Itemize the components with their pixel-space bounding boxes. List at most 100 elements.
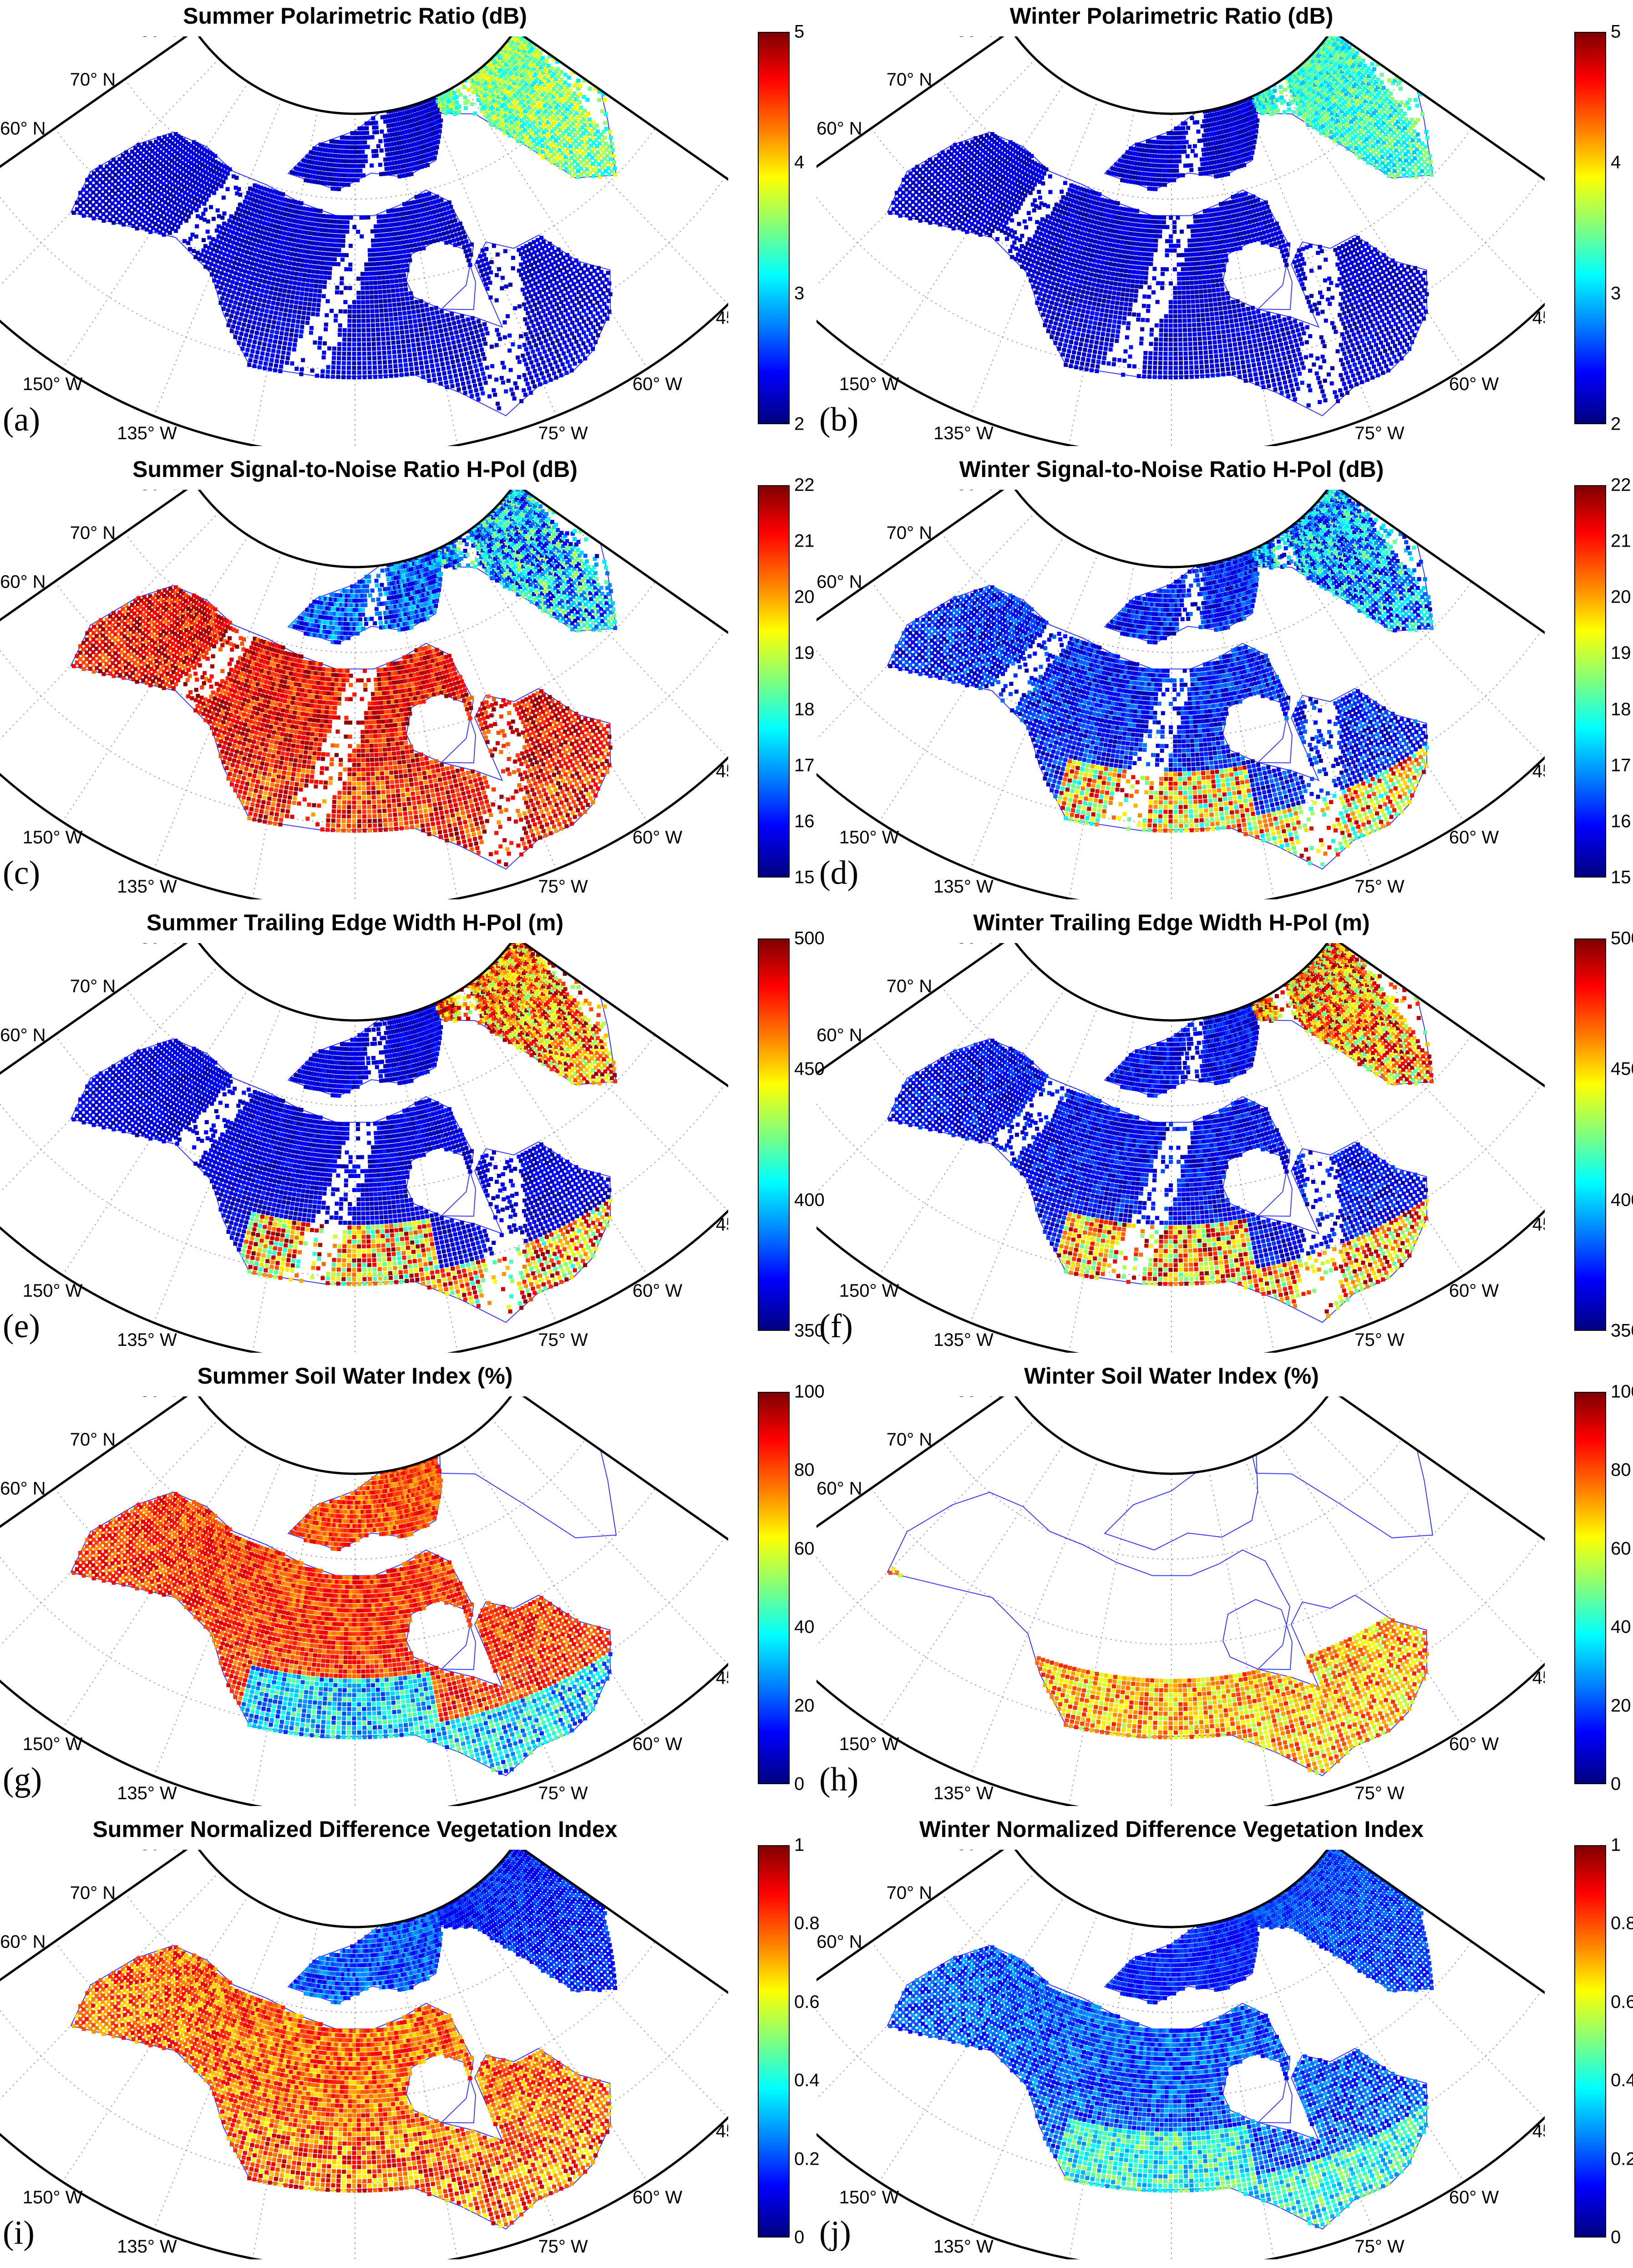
data-cell — [548, 362, 553, 367]
data-cell — [164, 178, 169, 183]
data-cell — [406, 306, 411, 310]
data-cell — [385, 237, 390, 242]
data-cell — [124, 212, 128, 217]
data-cell — [521, 277, 525, 281]
data-cell — [495, 252, 500, 257]
data-cell — [124, 150, 128, 155]
data-cell — [435, 363, 440, 367]
data-cell — [252, 301, 257, 305]
data-cell — [384, 374, 388, 379]
data-cell — [151, 197, 155, 202]
data-cell — [231, 240, 236, 245]
data-cell — [452, 228, 457, 233]
data-cell — [178, 142, 183, 146]
data-cell — [361, 159, 365, 163]
data-cell — [314, 241, 319, 246]
data-cell — [540, 138, 544, 142]
data-cell — [341, 234, 346, 238]
data-cell — [149, 173, 154, 177]
data-cell — [556, 103, 561, 107]
data-cell — [430, 364, 435, 368]
data-cell — [406, 124, 411, 129]
data-cell — [407, 162, 411, 167]
data-cell — [304, 212, 309, 216]
data-cell — [347, 361, 351, 365]
data-cell — [398, 359, 402, 363]
data-cell — [277, 206, 282, 210]
data-cell — [325, 214, 329, 218]
data-cell — [136, 210, 141, 214]
data-cell — [418, 247, 422, 251]
data-cell — [233, 185, 238, 190]
data-cell — [388, 303, 392, 308]
data-cell — [483, 341, 487, 346]
data-cell — [283, 227, 288, 231]
data-cell — [240, 327, 245, 331]
data-cell — [264, 361, 268, 366]
data-cell — [444, 356, 449, 361]
data-cell — [584, 313, 588, 317]
data-cell — [337, 140, 341, 144]
data-cell — [154, 205, 159, 210]
data-cell — [441, 86, 446, 90]
data-cell — [484, 49, 489, 53]
data-cell — [114, 160, 119, 165]
data-cell — [1369, 371, 1373, 375]
data-cell — [590, 293, 594, 297]
data-cell — [568, 316, 573, 321]
data-cell — [429, 102, 434, 107]
data-cell — [563, 143, 567, 147]
data-cell — [263, 206, 267, 211]
data-cell — [439, 310, 444, 314]
data-cell — [451, 340, 456, 345]
data-cell — [1278, 386, 1283, 391]
data-cell — [430, 230, 434, 234]
data-cell — [175, 203, 180, 207]
data-cell — [579, 172, 583, 177]
data-cell — [325, 374, 330, 379]
data-cell — [352, 375, 356, 380]
data-cell — [245, 309, 250, 314]
data-cell — [599, 159, 604, 164]
data-cell — [396, 345, 401, 349]
data-cell — [427, 132, 432, 137]
data-cell — [439, 76, 444, 81]
data-cell — [449, 205, 453, 209]
data-cell — [1410, 318, 1415, 323]
data-cell — [511, 113, 516, 117]
data-cell — [563, 308, 568, 313]
data-cell — [589, 282, 594, 286]
data-cell — [559, 70, 564, 74]
data-cell — [372, 126, 376, 130]
data-cell — [387, 350, 391, 355]
data-cell — [392, 303, 397, 307]
data-cell — [540, 119, 545, 123]
data-cell — [544, 81, 549, 85]
data-cell — [463, 366, 467, 371]
data-cell — [437, 372, 441, 376]
data-cell — [517, 126, 522, 130]
data-cell — [587, 71, 592, 75]
data-cell — [189, 161, 193, 165]
data-cell — [397, 127, 401, 131]
data-cell — [1421, 305, 1425, 310]
data-cell — [310, 174, 315, 179]
data-cell — [117, 157, 122, 162]
data-cell — [244, 215, 249, 220]
data-cell — [75, 207, 79, 212]
data-cell — [552, 107, 556, 112]
data-cell — [420, 370, 425, 375]
data-cell — [1363, 373, 1368, 378]
data-cell — [549, 351, 554, 356]
data-cell — [401, 111, 405, 116]
data-cell — [366, 314, 370, 318]
data-cell — [263, 245, 267, 250]
data-cell — [520, 287, 525, 292]
data-cell — [578, 160, 583, 164]
data-cell — [141, 153, 146, 158]
data-cell — [280, 279, 284, 283]
data-cell — [192, 163, 196, 167]
data-cell — [269, 223, 274, 228]
data-cell — [564, 129, 568, 133]
data-cell — [308, 208, 313, 212]
